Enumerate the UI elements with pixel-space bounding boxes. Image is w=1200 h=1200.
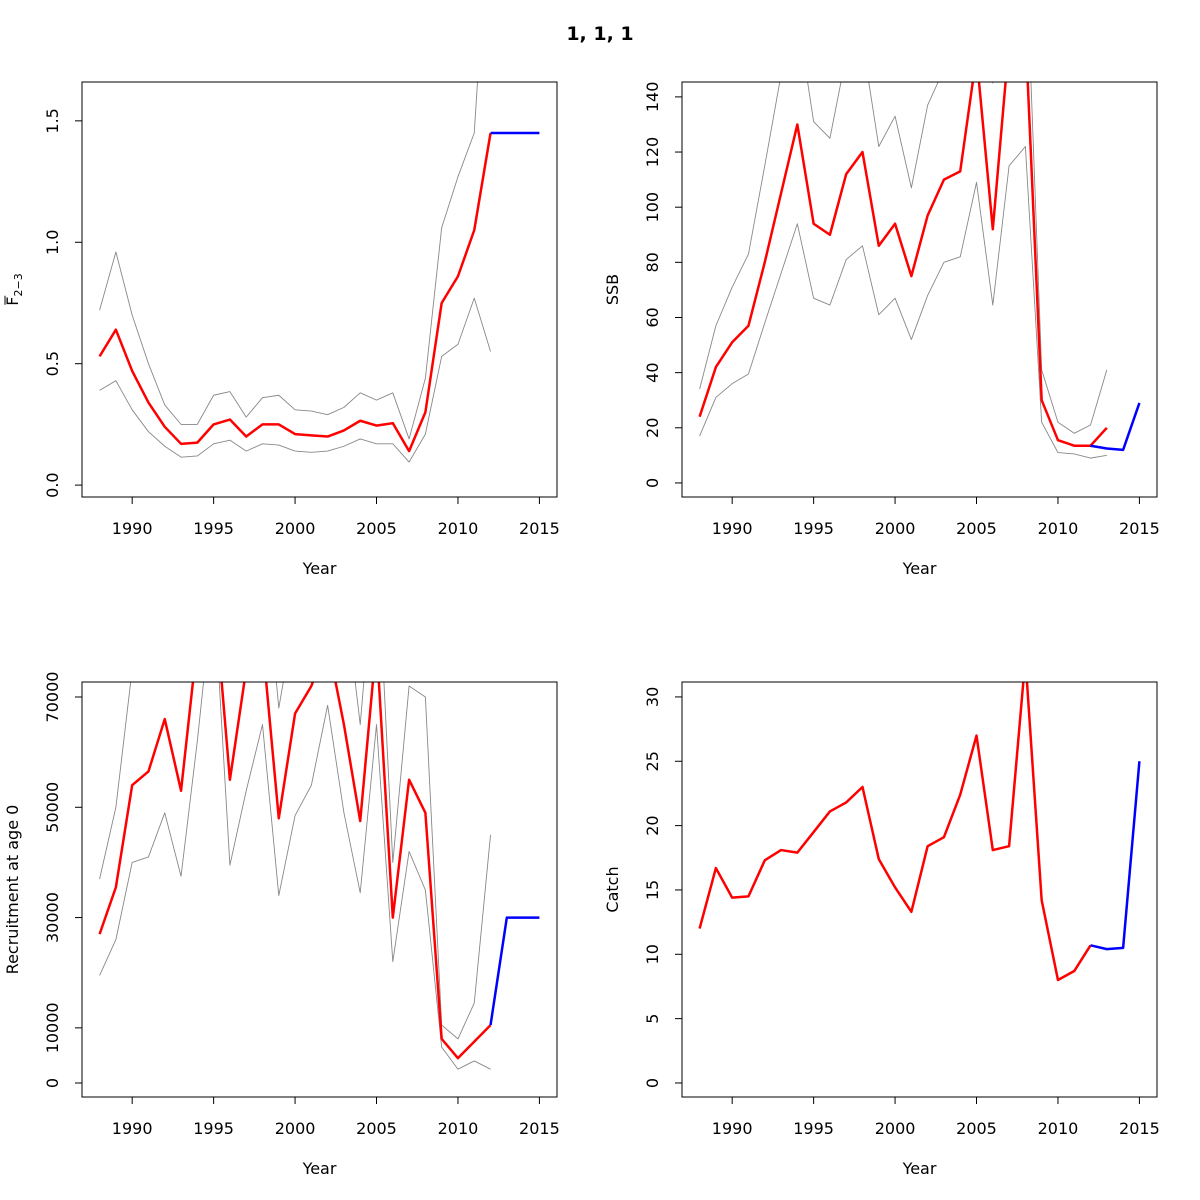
y-tick-label: 5 — [643, 1014, 662, 1024]
x-axis-label: Year — [902, 1159, 937, 1178]
x-tick-label: 2015 — [519, 1119, 560, 1138]
series-line — [99, 682, 491, 1040]
y-tick-label: 70000 — [43, 672, 62, 723]
y-axis-label: SSB — [603, 274, 622, 305]
x-axis-label: Year — [302, 1159, 337, 1178]
plot-area — [698, 82, 1141, 459]
x-tick-label: 1995 — [793, 519, 834, 538]
y-tick-label: 30 — [643, 687, 662, 707]
series-line — [99, 297, 491, 463]
y-axis-label: Recruitment at age 0 — [3, 805, 22, 975]
y-tick-label: 80 — [643, 252, 662, 272]
plot-area — [98, 82, 540, 463]
x-axis-label: Year — [302, 559, 337, 578]
x-tick-label: 2000 — [875, 519, 916, 538]
x-tick-label: 2010 — [438, 519, 479, 538]
series-line — [1090, 761, 1141, 951]
y-axis-label-main: F — [3, 297, 22, 306]
y-tick-label: 15 — [643, 880, 662, 900]
y-tick-label: 20 — [643, 418, 662, 438]
y-axis-label-main: Catch — [603, 866, 622, 912]
y-axis-label-sub: 2−3 — [12, 273, 25, 296]
y-tick-label: 120 — [643, 137, 662, 168]
y-tick-label: 1.0 — [43, 230, 62, 255]
y-tick-label: 0 — [643, 478, 662, 488]
y-tick-label: 0.0 — [43, 472, 62, 497]
x-tick-label: 1995 — [793, 1119, 834, 1138]
series-line — [698, 82, 1108, 447]
y-tick-label: 20 — [643, 815, 662, 835]
series-line — [698, 682, 1092, 982]
series-line — [489, 916, 540, 1026]
x-tick-label: 1990 — [712, 519, 753, 538]
y-tick-label: 30000 — [43, 892, 62, 943]
series-line — [699, 82, 1108, 434]
figure-title: 1, 1, 1 — [566, 23, 633, 45]
x-tick-label: 1995 — [193, 1119, 234, 1138]
x-tick-label: 2000 — [275, 1119, 316, 1138]
x-tick-label: 2010 — [1038, 1119, 1079, 1138]
y-tick-label: 1.5 — [43, 108, 62, 133]
x-tick-label: 1990 — [112, 1119, 153, 1138]
series-line — [98, 132, 492, 453]
x-tick-label: 2010 — [438, 1119, 479, 1138]
x-tick-label: 2010 — [1038, 519, 1079, 538]
y-axis-label-main: Recruitment at age 0 — [3, 805, 22, 975]
x-tick-label: 1990 — [112, 519, 153, 538]
y-tick-label: 25 — [643, 751, 662, 771]
plot-area — [698, 682, 1141, 982]
x-tick-label: 2005 — [956, 519, 997, 538]
y-axis-label-main: SSB — [603, 274, 622, 305]
y-tick-label: 60 — [643, 307, 662, 327]
x-axis-label: Year — [902, 559, 937, 578]
x-tick-label: 2005 — [356, 1119, 397, 1138]
y-tick-label: 40 — [643, 362, 662, 382]
plot-frame — [681, 681, 1158, 1098]
y-tick-label: 0.5 — [43, 351, 62, 376]
x-tick-label: 1995 — [193, 519, 234, 538]
x-tick-label: 2015 — [1119, 1119, 1160, 1138]
y-tick-label: 140 — [643, 82, 662, 113]
x-tick-label: 2015 — [1119, 519, 1160, 538]
plot-area — [98, 682, 540, 1070]
series-line — [98, 682, 492, 1060]
y-axis-label: F2−3 — [3, 273, 25, 305]
x-tick-label: 2005 — [356, 519, 397, 538]
y-axis-label: Catch — [603, 866, 622, 912]
x-tick-label: 2005 — [956, 1119, 997, 1138]
series-line — [699, 146, 1107, 459]
y-tick-label: 50000 — [43, 782, 62, 833]
y-tick-label: 10000 — [43, 1002, 62, 1053]
x-tick-label: 2015 — [519, 519, 560, 538]
x-tick-label: 2000 — [275, 519, 316, 538]
x-tick-label: 1990 — [712, 1119, 753, 1138]
x-tick-label: 2000 — [875, 1119, 916, 1138]
series-line — [99, 82, 478, 440]
series-line — [99, 682, 491, 1070]
y-tick-label: 100 — [643, 192, 662, 223]
y-tick-label: 0 — [43, 1078, 62, 1088]
series-line — [1090, 402, 1141, 452]
y-tick-label: 10 — [643, 944, 662, 964]
y-tick-label: 0 — [643, 1078, 662, 1088]
